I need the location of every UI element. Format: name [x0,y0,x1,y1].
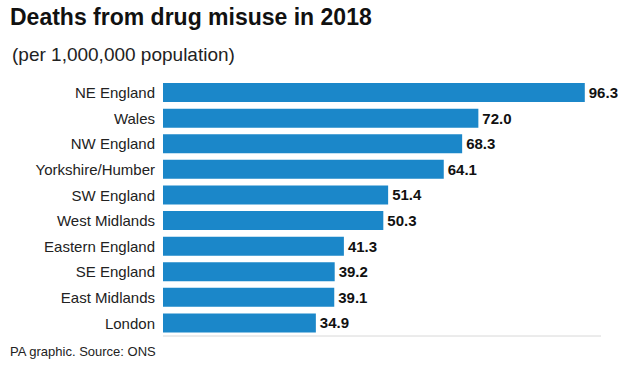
svg-text:London: London [105,315,155,332]
svg-text:96.3: 96.3 [589,84,618,101]
svg-text:Yorkshire/Humber: Yorkshire/Humber [36,161,156,178]
svg-text:34.9: 34.9 [320,314,349,331]
html-text:PA graphic. Source: ONS: PA graphic. Source: ONS [10,344,156,359]
svg-text:64.1: 64.1 [448,161,477,178]
svg-text:NE England: NE England [75,84,155,101]
html-text:Deaths from drug misuse in 201: Deaths from drug misuse in 2018 [10,4,372,30]
svg-text:51.4: 51.4 [392,186,422,203]
svg-text:Eastern England: Eastern England [44,238,155,255]
svg-text:41.3: 41.3 [348,238,377,255]
svg-text:East Midlands: East Midlands [61,289,155,306]
svg-text:50.3: 50.3 [387,212,416,229]
html-text:(per 1,000,000 population): (per 1,000,000 population) [12,44,235,65]
svg-text:39.1: 39.1 [338,289,367,306]
svg-text:SW England: SW England [72,187,155,204]
svg-text:SE England: SE England [76,263,155,280]
svg-text:West Midlands: West Midlands [57,212,155,229]
svg-text:72.0: 72.0 [482,110,511,127]
svg-text:Wales: Wales [114,110,155,127]
svg-text:NW England: NW England [71,135,155,152]
svg-text:68.3: 68.3 [466,135,495,152]
svg-text:39.2: 39.2 [339,263,368,280]
